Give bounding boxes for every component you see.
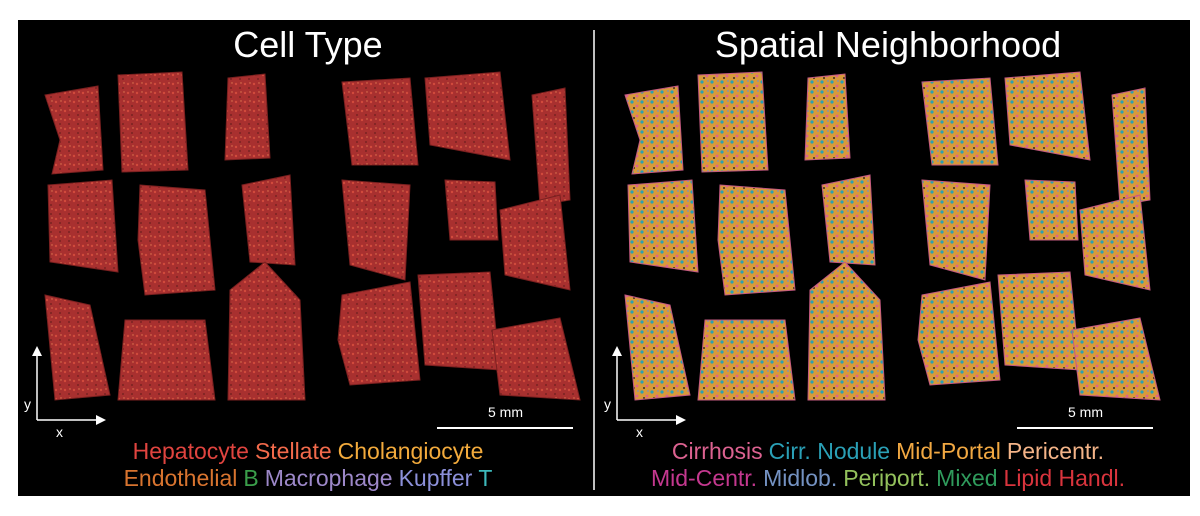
tissue-section xyxy=(1004,71,1091,161)
legend-item: Macrophage xyxy=(264,465,393,491)
tissue-section xyxy=(117,319,216,401)
legend-row: Mid-Centr. Midlob. Periport. Mixed Lipid Han… xyxy=(598,465,1178,492)
tissue-section xyxy=(44,85,104,175)
y-arrow-head xyxy=(612,346,622,356)
tissue-section xyxy=(624,294,691,401)
tissue-section xyxy=(337,281,421,386)
x-arrow-head xyxy=(676,415,686,425)
tissue-section xyxy=(1071,317,1161,401)
tissue-section xyxy=(417,271,501,371)
panel-title: Cell Type xyxy=(233,24,383,65)
legend-item: Cirrhosis xyxy=(671,438,763,464)
tissue-section xyxy=(697,319,796,401)
tissue-section xyxy=(821,174,876,266)
tissue-section xyxy=(1024,179,1079,241)
legend-row: Hepatocyte Stellate Cholangiocyte xyxy=(18,438,598,465)
panel-background xyxy=(18,20,1190,496)
legend-item: Hepatocyte xyxy=(132,438,249,464)
legend-item: Stellate xyxy=(254,438,332,464)
tissue-section xyxy=(1111,87,1151,206)
legend: Hepatocyte Stellate Cholangiocyte Endotheli… xyxy=(18,438,598,492)
axis-y-label: y xyxy=(604,396,611,412)
legend-item: Mid-Centr. xyxy=(650,465,758,491)
legend-item: Mid-Portal xyxy=(896,438,1001,464)
tissue-section xyxy=(341,77,419,166)
tissue-section xyxy=(224,73,271,161)
tissue-section xyxy=(917,281,1001,386)
legend-item: Endothelial xyxy=(123,465,238,491)
axis-x-label: x xyxy=(56,424,63,440)
legend-item: Pericentr. xyxy=(1006,438,1105,464)
legend-row: Cirrhosis Cirr. Nodule Mid-Portal Pericentr… xyxy=(598,438,1178,465)
tissue-section xyxy=(137,184,216,296)
tissue-section xyxy=(717,184,796,296)
tissue-section xyxy=(424,71,511,161)
tissue-section xyxy=(921,179,991,281)
legend: Cirrhosis Cirr. Nodule Mid-Portal Pericentr… xyxy=(598,438,1178,492)
axis-x-label: x xyxy=(636,424,643,440)
legend-item: Mixed xyxy=(936,465,998,491)
legend-item: Kupffer xyxy=(398,465,473,491)
axis-y-label: y xyxy=(24,396,31,412)
tissue-section xyxy=(624,85,684,175)
tissue-section xyxy=(997,271,1081,371)
tissue-section xyxy=(117,71,189,173)
x-arrow-head xyxy=(96,415,106,425)
scale-bar-label: 5 mm xyxy=(488,404,523,420)
tissue-section xyxy=(804,73,851,161)
tissue-section xyxy=(444,179,499,241)
legend-item: Cirr. Nodule xyxy=(768,438,891,464)
tissue-section xyxy=(499,194,571,291)
tissue-section xyxy=(241,174,296,266)
tissue-section xyxy=(921,77,999,166)
tissue-section xyxy=(531,87,571,206)
tissue-section xyxy=(341,179,411,281)
tissue-section xyxy=(807,261,886,401)
legend-item: Midlob. xyxy=(763,465,838,491)
tissue-section xyxy=(491,317,581,401)
tissue-section xyxy=(227,261,306,401)
legend-item: Cholangiocyte xyxy=(337,438,484,464)
tissue-section xyxy=(47,179,119,273)
tissue-section xyxy=(627,179,699,273)
scale-bar-label: 5 mm xyxy=(1068,404,1103,420)
tissue-section xyxy=(697,71,769,173)
tissue-section xyxy=(1079,194,1151,291)
legend-item: Periport. xyxy=(843,465,931,491)
legend-item: Lipid Handl. xyxy=(1003,465,1125,491)
tissue-section xyxy=(44,294,111,401)
y-arrow-head xyxy=(32,346,42,356)
legend-row: Endothelial B Macrophage Kupffer T xyxy=(18,465,598,492)
legend-item: B xyxy=(243,465,259,491)
panel-title: Spatial Neighborhood xyxy=(714,24,1062,65)
legend-item: T xyxy=(478,465,493,491)
